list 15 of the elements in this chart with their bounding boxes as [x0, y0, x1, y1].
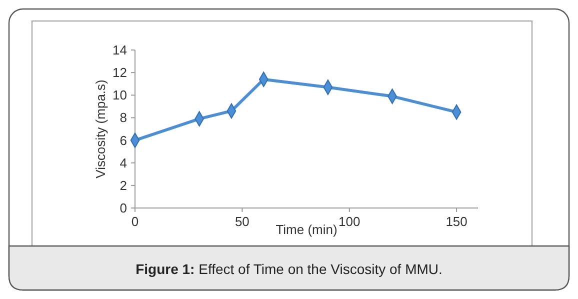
- y-tick-label: 6: [120, 132, 127, 148]
- x-tick-label: 0: [131, 214, 139, 229]
- y-tick-label: 2: [120, 178, 127, 193]
- y-tick-label: 4: [120, 155, 127, 170]
- y-tick-label: 14: [112, 42, 127, 58]
- y-tick-label: 12: [112, 65, 127, 80]
- y-tick-label: 0: [120, 200, 127, 216]
- text: Figure 1: Effect of Time on the Viscosity of MMU.: [136, 261, 442, 277]
- x-axis-title: Time (min): [276, 222, 338, 237]
- x-tick-label: 150: [446, 214, 468, 229]
- x-tick-label: 50: [234, 214, 250, 229]
- x-tick-label: 100: [338, 214, 360, 229]
- y-axis-title: Viscosity (mpa.s): [93, 80, 108, 178]
- y-tick-label: 8: [120, 110, 127, 126]
- y-tick-label: 10: [112, 88, 127, 103]
